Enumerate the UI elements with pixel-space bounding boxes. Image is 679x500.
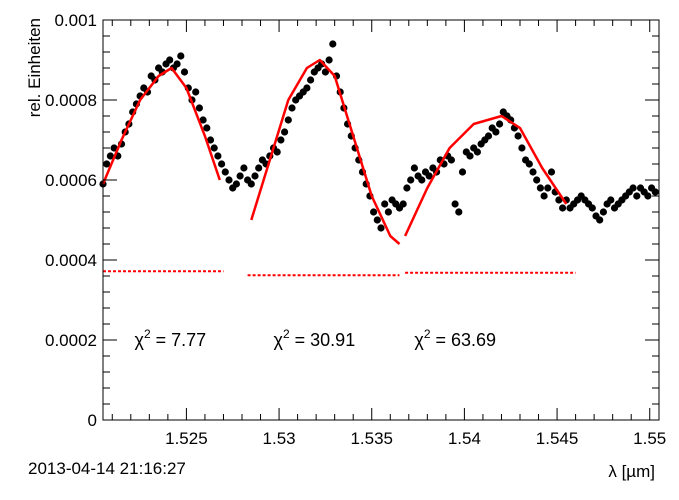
data-point-107 <box>496 120 504 128</box>
data-point-2 <box>106 152 114 160</box>
data-point-147 <box>644 192 652 200</box>
data-point-29 <box>206 136 215 144</box>
data-point-94 <box>447 156 455 164</box>
data-point-77 <box>384 208 392 216</box>
x-tick-label-4: 1.545 <box>536 429 579 448</box>
data-point-60 <box>321 68 329 76</box>
data-point-117 <box>533 176 541 184</box>
data-point-42 <box>255 164 263 172</box>
y-tick-label-5: 0.001 <box>54 11 97 30</box>
data-point-74 <box>373 216 381 224</box>
y-tick-label-2: 0.0004 <box>45 251 97 270</box>
data-point-47 <box>273 148 281 156</box>
data-point-73 <box>370 208 378 216</box>
data-point-81 <box>399 200 407 208</box>
data-point-144 <box>633 192 641 200</box>
data-point-75 <box>377 224 385 232</box>
data-point-51 <box>288 104 296 112</box>
data-point-112 <box>514 132 522 140</box>
data-points <box>99 40 659 232</box>
data-point-82 <box>403 184 411 192</box>
y-tick-label-0: 0 <box>88 411 97 430</box>
data-point-55 <box>303 84 311 92</box>
data-point-120 <box>544 184 552 192</box>
data-point-20 <box>173 60 181 68</box>
data-point-124 <box>559 204 567 212</box>
data-point-83 <box>407 176 415 184</box>
data-point-49 <box>281 128 289 136</box>
data-point-25 <box>192 88 200 96</box>
data-point-135 <box>599 208 608 216</box>
data-point-21 <box>177 52 185 60</box>
data-point-31 <box>214 152 222 160</box>
data-point-62 <box>329 40 337 48</box>
data-point-3 <box>110 144 118 152</box>
data-point-143 <box>629 184 637 192</box>
data-point-22 <box>180 68 189 76</box>
data-point-137 <box>607 196 615 204</box>
x-tick-label-3: 1.54 <box>448 429 481 448</box>
x-tick-label-5: 1.55 <box>633 429 666 448</box>
data-point-38 <box>240 164 248 172</box>
data-point-18 <box>166 56 174 64</box>
y-axis-ticks: 0 0.0002 0.0004 0.0006 0.0008 0.001 <box>45 11 659 430</box>
data-point-116 <box>529 168 537 176</box>
fit-curves <box>101 58 576 277</box>
data-point-56 <box>307 76 315 84</box>
data-point-32 <box>218 160 226 168</box>
data-point-115 <box>525 160 533 168</box>
data-point-37 <box>236 172 244 180</box>
annotations: χ2 = 7.77 χ2 = 30.91 χ2 = 63.69 <box>135 327 497 350</box>
data-point-97 <box>458 168 467 176</box>
x-axis-ticks: 1.525 1.53 1.535 1.54 1.545 1.55 <box>111 20 666 448</box>
data-point-33 <box>221 168 229 176</box>
data-point-61 <box>325 56 333 64</box>
data-point-88 <box>425 172 433 180</box>
data-point-119 <box>540 192 548 200</box>
x-axis-label: λ [µm] <box>608 462 655 481</box>
data-point-118 <box>536 184 545 192</box>
x-tick-label-1: 1.53 <box>263 429 296 448</box>
data-point-95 <box>451 200 459 208</box>
chi2-2: χ2 = 30.91 <box>274 327 356 350</box>
data-point-30 <box>210 144 218 152</box>
data-point-104 <box>484 132 493 140</box>
data-point-27 <box>199 116 207 124</box>
chi2-1: χ2 = 7.77 <box>135 327 207 350</box>
x-tick-label-2: 1.535 <box>350 429 393 448</box>
data-point-50 <box>284 116 292 124</box>
data-point-34 <box>225 176 233 184</box>
data-point-123 <box>555 196 563 204</box>
y-tick-label-1: 0.0002 <box>45 331 97 350</box>
data-point-96 <box>455 208 463 216</box>
chi2-3: χ2 = 63.69 <box>414 327 496 350</box>
data-point-28 <box>203 124 211 132</box>
data-point-121 <box>547 168 556 176</box>
y-tick-label-3: 0.0006 <box>45 171 97 190</box>
data-point-113 <box>518 144 526 152</box>
data-point-101 <box>473 148 481 156</box>
data-point-132 <box>588 204 596 212</box>
data-point-76 <box>381 200 389 208</box>
data-point-134 <box>596 216 604 224</box>
data-point-41 <box>251 172 259 180</box>
timestamp: 2013-04-14 21:16:27 <box>28 459 186 478</box>
data-point-84 <box>410 164 418 172</box>
data-point-99 <box>466 152 474 160</box>
fit-curve-2 <box>403 114 568 237</box>
data-point-48 <box>277 136 285 144</box>
fit-curve-1 <box>250 58 401 245</box>
data-point-86 <box>418 176 426 184</box>
data-point-36 <box>232 180 240 188</box>
y-tick-label-4: 0.0008 <box>45 91 97 110</box>
data-point-149 <box>651 188 659 196</box>
fit-curve-0 <box>101 66 221 185</box>
x-tick-label-0: 1.525 <box>165 429 208 448</box>
plot-frame <box>102 19 660 421</box>
y-axis-label: rel. Einheiten <box>25 18 44 117</box>
data-point-40 <box>247 180 255 188</box>
data-point-26 <box>195 104 203 112</box>
data-point-106 <box>492 128 500 136</box>
